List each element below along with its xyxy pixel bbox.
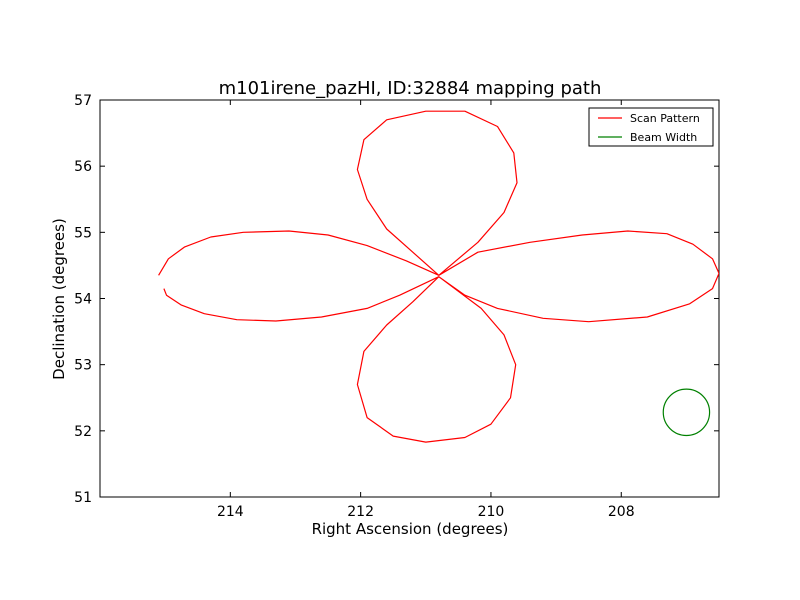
axis-ticks: 214 212 210 208 51 52 53 54 55 56 57 — [74, 93, 719, 520]
plot-series — [158, 110, 719, 443]
beam-width-circle — [662, 388, 711, 437]
y-tick-label: 55 — [74, 225, 92, 241]
legend: Scan Pattern Beam Width — [588, 107, 714, 147]
legend-label-beam-width: Beam Width — [630, 131, 697, 144]
y-tick-label: 52 — [74, 424, 92, 440]
x-tick-label: 214 — [217, 504, 244, 520]
x-tick-label: 210 — [478, 504, 505, 520]
legend-box — [588, 107, 714, 147]
y-tick-label: 54 — [74, 292, 92, 308]
y-tick-label: 57 — [74, 93, 92, 109]
scan-pattern-line — [158, 110, 719, 443]
y-tick-label: 56 — [74, 159, 92, 175]
x-axis-label: Right Ascension (degrees) — [312, 520, 509, 538]
chart-title: m101irene_pazHI, ID:32884 mapping path — [219, 78, 602, 99]
y-tick-label: 51 — [74, 490, 92, 506]
x-tick-label: 212 — [347, 504, 374, 520]
x-tick-label: 208 — [608, 504, 635, 520]
y-axis-label: Declination (degrees) — [50, 218, 68, 380]
legend-label-scan-pattern: Scan Pattern — [630, 112, 700, 125]
plot-area — [99, 99, 720, 498]
y-tick-label: 53 — [74, 358, 92, 374]
